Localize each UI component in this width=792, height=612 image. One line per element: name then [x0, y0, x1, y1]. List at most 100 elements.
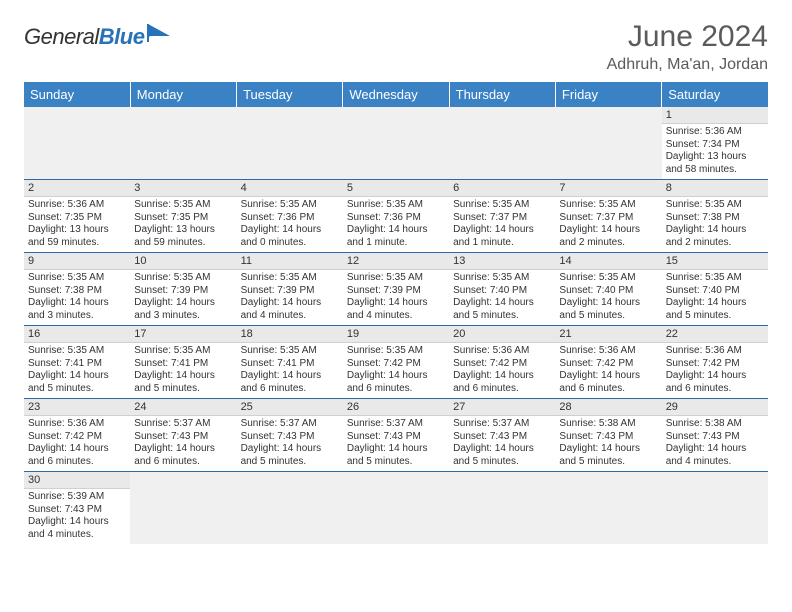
sunrise-text: Sunrise: 5:39 AM	[28, 491, 126, 504]
day-details: Sunrise: 5:35 AMSunset: 7:39 PMDaylight:…	[130, 270, 236, 325]
sunset-text: Sunset: 7:37 PM	[559, 212, 657, 225]
day-details: Sunrise: 5:35 AMSunset: 7:41 PMDaylight:…	[24, 343, 130, 398]
daylight-text: Daylight: 14 hours and 3 minutes.	[134, 297, 232, 322]
calendar-day-cell	[237, 472, 343, 545]
sunset-text: Sunset: 7:38 PM	[666, 212, 764, 225]
day-details: Sunrise: 5:35 AMSunset: 7:40 PMDaylight:…	[449, 270, 555, 325]
sunset-text: Sunset: 7:41 PM	[134, 358, 232, 371]
calendar-day-cell: 9Sunrise: 5:35 AMSunset: 7:38 PMDaylight…	[24, 253, 130, 326]
daylight-text: Daylight: 14 hours and 6 minutes.	[453, 370, 551, 395]
day-number: 1	[662, 107, 768, 124]
calendar-day-cell	[555, 472, 661, 545]
sunrise-text: Sunrise: 5:37 AM	[134, 418, 232, 431]
day-number: 28	[555, 399, 661, 416]
calendar-day-cell: 11Sunrise: 5:35 AMSunset: 7:39 PMDayligh…	[237, 253, 343, 326]
calendar-day-cell	[24, 107, 130, 180]
daylight-text: Daylight: 14 hours and 5 minutes.	[559, 297, 657, 322]
day-details: Sunrise: 5:36 AMSunset: 7:42 PMDaylight:…	[662, 343, 768, 398]
day-number: 27	[449, 399, 555, 416]
day-number: 26	[343, 399, 449, 416]
day-details: Sunrise: 5:36 AMSunset: 7:42 PMDaylight:…	[24, 416, 130, 471]
weekday-header: Saturday	[662, 82, 768, 107]
weekday-header-row: Sunday Monday Tuesday Wednesday Thursday…	[24, 82, 768, 107]
day-details: Sunrise: 5:35 AMSunset: 7:41 PMDaylight:…	[237, 343, 343, 398]
sunset-text: Sunset: 7:36 PM	[347, 212, 445, 225]
day-details: Sunrise: 5:38 AMSunset: 7:43 PMDaylight:…	[662, 416, 768, 471]
day-details: Sunrise: 5:37 AMSunset: 7:43 PMDaylight:…	[237, 416, 343, 471]
day-details: Sunrise: 5:37 AMSunset: 7:43 PMDaylight:…	[130, 416, 236, 471]
sunrise-text: Sunrise: 5:36 AM	[28, 418, 126, 431]
calendar-day-cell	[343, 107, 449, 180]
sunset-text: Sunset: 7:35 PM	[28, 212, 126, 225]
day-details: Sunrise: 5:35 AMSunset: 7:39 PMDaylight:…	[343, 270, 449, 325]
sunrise-text: Sunrise: 5:35 AM	[666, 199, 764, 212]
daylight-text: Daylight: 14 hours and 5 minutes.	[134, 370, 232, 395]
calendar-day-cell: 25Sunrise: 5:37 AMSunset: 7:43 PMDayligh…	[237, 399, 343, 472]
sunset-text: Sunset: 7:40 PM	[453, 285, 551, 298]
sunset-text: Sunset: 7:40 PM	[559, 285, 657, 298]
day-number: 5	[343, 180, 449, 197]
calendar-day-cell: 2Sunrise: 5:36 AMSunset: 7:35 PMDaylight…	[24, 180, 130, 253]
sunset-text: Sunset: 7:40 PM	[666, 285, 764, 298]
calendar-day-cell: 4Sunrise: 5:35 AMSunset: 7:36 PMDaylight…	[237, 180, 343, 253]
day-number: 13	[449, 253, 555, 270]
calendar-day-cell	[662, 472, 768, 545]
day-number: 3	[130, 180, 236, 197]
daylight-text: Daylight: 13 hours and 59 minutes.	[28, 224, 126, 249]
sunset-text: Sunset: 7:43 PM	[559, 431, 657, 444]
sunrise-text: Sunrise: 5:35 AM	[347, 272, 445, 285]
day-number: 29	[662, 399, 768, 416]
flag-icon	[146, 22, 174, 47]
calendar-table: Sunday Monday Tuesday Wednesday Thursday…	[24, 82, 768, 544]
calendar-week-row: 1Sunrise: 5:36 AMSunset: 7:34 PMDaylight…	[24, 107, 768, 180]
day-number: 18	[237, 326, 343, 343]
calendar-day-cell: 16Sunrise: 5:35 AMSunset: 7:41 PMDayligh…	[24, 326, 130, 399]
sunrise-text: Sunrise: 5:37 AM	[241, 418, 339, 431]
sunset-text: Sunset: 7:35 PM	[134, 212, 232, 225]
sunrise-text: Sunrise: 5:35 AM	[28, 272, 126, 285]
weekday-header: Thursday	[449, 82, 555, 107]
day-details: Sunrise: 5:36 AMSunset: 7:35 PMDaylight:…	[24, 197, 130, 252]
calendar-day-cell: 30Sunrise: 5:39 AMSunset: 7:43 PMDayligh…	[24, 472, 130, 545]
day-details: Sunrise: 5:35 AMSunset: 7:40 PMDaylight:…	[662, 270, 768, 325]
calendar-day-cell: 28Sunrise: 5:38 AMSunset: 7:43 PMDayligh…	[555, 399, 661, 472]
daylight-text: Daylight: 14 hours and 3 minutes.	[28, 297, 126, 322]
sunset-text: Sunset: 7:43 PM	[666, 431, 764, 444]
location: Adhruh, Ma'an, Jordan	[607, 56, 768, 74]
logo-text-1: General	[24, 24, 99, 49]
sunset-text: Sunset: 7:37 PM	[453, 212, 551, 225]
sunrise-text: Sunrise: 5:37 AM	[453, 418, 551, 431]
sunrise-text: Sunrise: 5:35 AM	[453, 199, 551, 212]
sunrise-text: Sunrise: 5:35 AM	[134, 272, 232, 285]
sunset-text: Sunset: 7:41 PM	[241, 358, 339, 371]
sunset-text: Sunset: 7:42 PM	[559, 358, 657, 371]
day-number: 11	[237, 253, 343, 270]
day-number: 9	[24, 253, 130, 270]
day-number: 21	[555, 326, 661, 343]
day-number: 12	[343, 253, 449, 270]
daylight-text: Daylight: 14 hours and 1 minute.	[453, 224, 551, 249]
header: GeneralBlue June 2024 Adhruh, Ma'an, Jor…	[24, 20, 768, 74]
sunrise-text: Sunrise: 5:35 AM	[134, 199, 232, 212]
sunset-text: Sunset: 7:39 PM	[134, 285, 232, 298]
day-details: Sunrise: 5:35 AMSunset: 7:36 PMDaylight:…	[343, 197, 449, 252]
logo-text: GeneralBlue	[24, 24, 144, 50]
calendar-day-cell: 10Sunrise: 5:35 AMSunset: 7:39 PMDayligh…	[130, 253, 236, 326]
calendar-day-cell: 14Sunrise: 5:35 AMSunset: 7:40 PMDayligh…	[555, 253, 661, 326]
daylight-text: Daylight: 14 hours and 2 minutes.	[559, 224, 657, 249]
sunrise-text: Sunrise: 5:35 AM	[241, 272, 339, 285]
calendar-day-cell: 20Sunrise: 5:36 AMSunset: 7:42 PMDayligh…	[449, 326, 555, 399]
calendar-day-cell	[237, 107, 343, 180]
day-details: Sunrise: 5:35 AMSunset: 7:38 PMDaylight:…	[24, 270, 130, 325]
month-title: June 2024	[607, 20, 768, 54]
sunrise-text: Sunrise: 5:36 AM	[559, 345, 657, 358]
daylight-text: Daylight: 13 hours and 58 minutes.	[666, 151, 764, 176]
daylight-text: Daylight: 14 hours and 6 minutes.	[666, 370, 764, 395]
sunset-text: Sunset: 7:42 PM	[347, 358, 445, 371]
sunrise-text: Sunrise: 5:35 AM	[559, 272, 657, 285]
day-details: Sunrise: 5:35 AMSunset: 7:36 PMDaylight:…	[237, 197, 343, 252]
daylight-text: Daylight: 14 hours and 6 minutes.	[134, 443, 232, 468]
daylight-text: Daylight: 14 hours and 6 minutes.	[347, 370, 445, 395]
logo-text-2: Blue	[99, 24, 145, 49]
sunrise-text: Sunrise: 5:35 AM	[666, 272, 764, 285]
